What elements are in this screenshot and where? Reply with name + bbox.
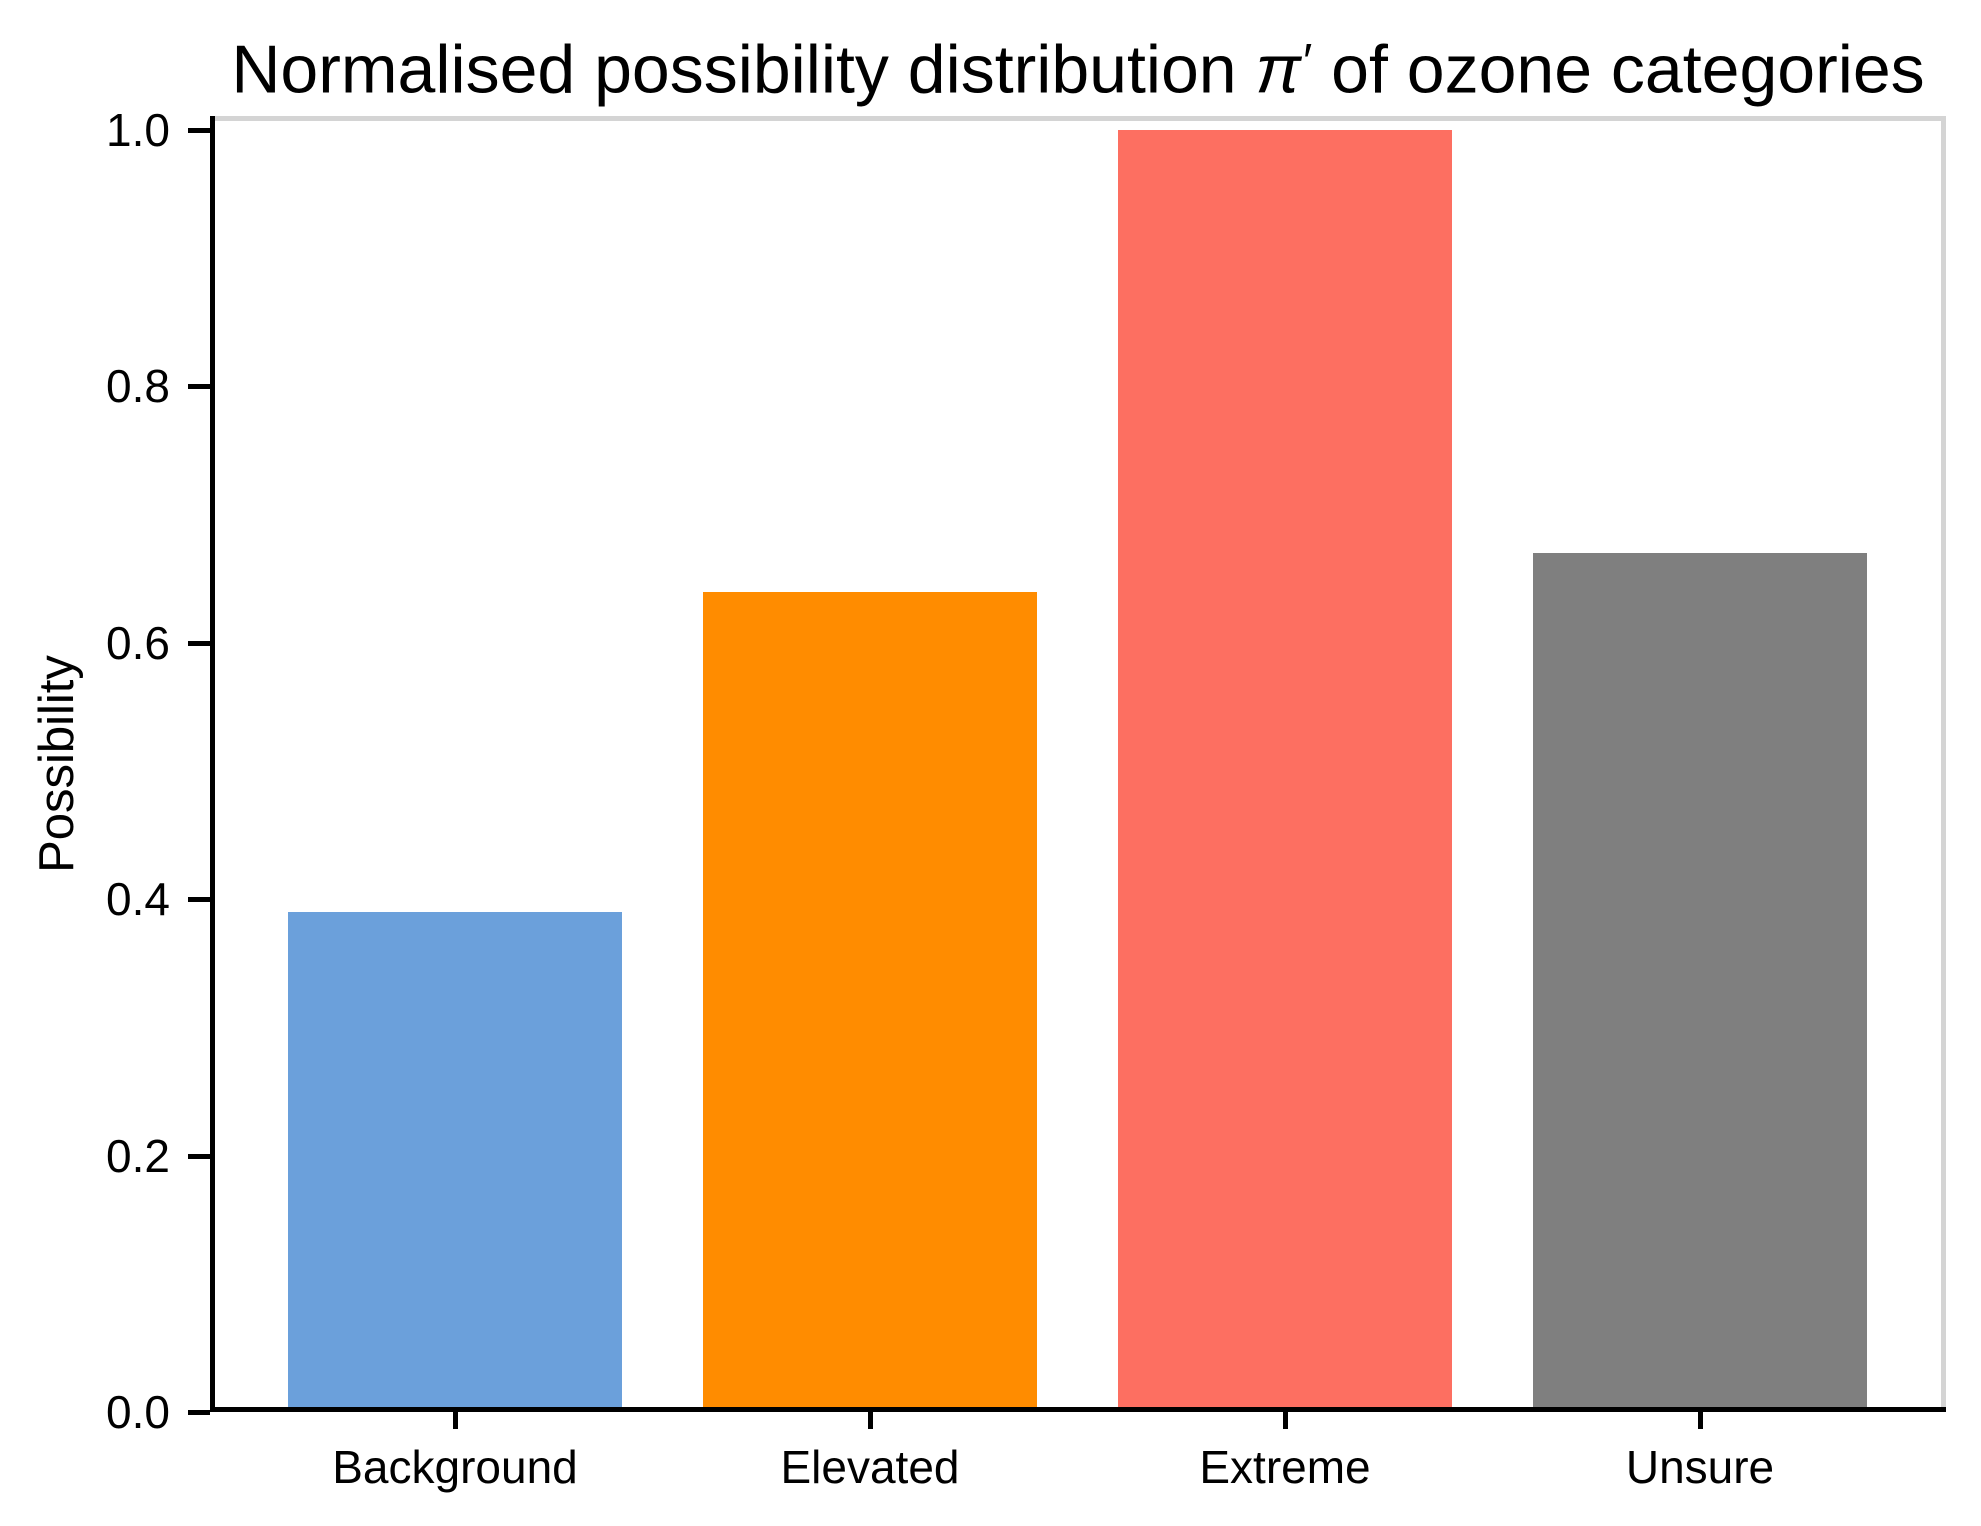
- y-tick-label: 0.8: [106, 360, 170, 412]
- chart-title: Normalised possibility distribution π′ o…: [231, 26, 1924, 106]
- spine-right: [1941, 116, 1946, 1412]
- bar-background: [288, 912, 622, 1412]
- y-tick: [188, 641, 210, 646]
- x-tick-label: Elevated: [780, 1441, 960, 1493]
- chart-title-suffix: of ozone categories: [1312, 31, 1925, 108]
- y-tick: [188, 128, 210, 133]
- spine-left: [210, 116, 215, 1412]
- y-tick: [188, 384, 210, 389]
- spine-bottom: [210, 1407, 1946, 1412]
- y-axis-label: Possibility: [30, 655, 84, 873]
- chart-title-prefix: Normalised possibility distribution: [231, 31, 1256, 108]
- x-tick-label: Extreme: [1199, 1441, 1371, 1493]
- x-tick: [868, 1412, 873, 1429]
- bar-elevated: [703, 592, 1037, 1412]
- plot-area: 0.0 0.2 0.4 0.6 0.8 1.0 Background Elevated Extr…: [106, 107, 1946, 1492]
- y-tick: [188, 1410, 210, 1415]
- y-tick-label: 0.4: [106, 873, 170, 925]
- pi-symbol: π: [1255, 31, 1302, 108]
- bar-unsure: [1533, 553, 1867, 1412]
- x-tick: [1698, 1412, 1703, 1429]
- spine-top: [210, 116, 1946, 121]
- y-tick-label: 0.6: [106, 617, 170, 669]
- x-tick: [453, 1412, 458, 1429]
- y-tick: [188, 1154, 210, 1159]
- x-tick-label: Background: [332, 1441, 578, 1493]
- bar-extreme: [1118, 130, 1452, 1412]
- y-tick-label: 1.0: [106, 104, 170, 156]
- y-tick-label: 0.0: [106, 1386, 170, 1438]
- x-tick-label: Unsure: [1625, 1441, 1775, 1493]
- y-tick: [188, 897, 210, 902]
- y-tick-label: 0.2: [106, 1130, 170, 1182]
- prime-symbol: ′: [1303, 35, 1313, 89]
- x-tick: [1283, 1412, 1288, 1429]
